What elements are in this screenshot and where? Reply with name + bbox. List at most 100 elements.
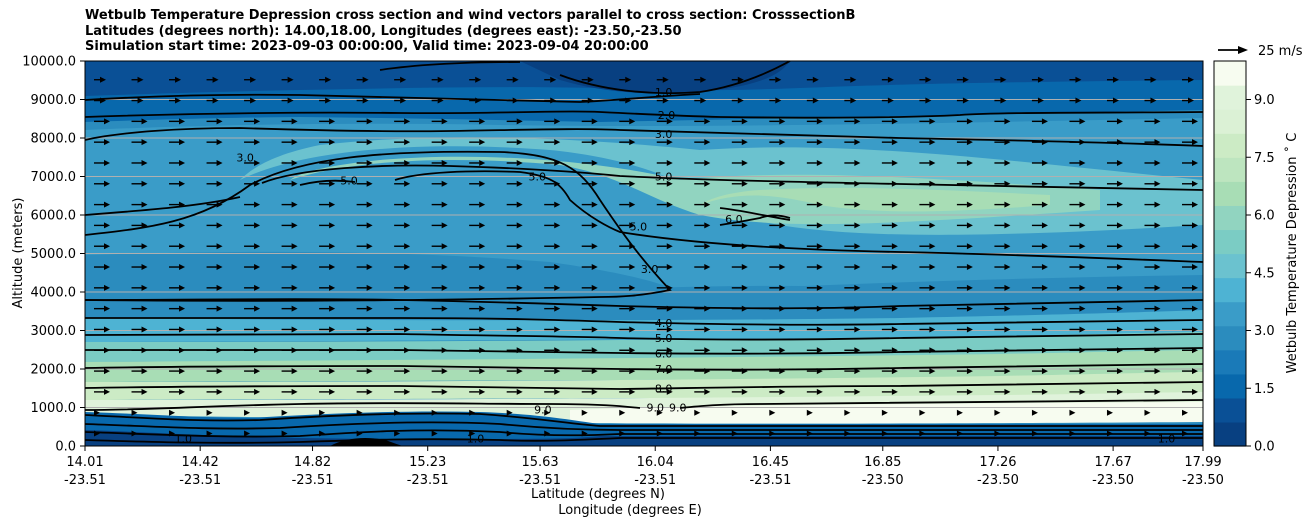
wind-arrow	[1106, 76, 1119, 83]
wind-arrow	[1106, 139, 1123, 146]
x-tick-label-lon: -23.51	[64, 473, 106, 488]
wind-arrow	[1182, 201, 1198, 208]
wind-arrow	[94, 97, 106, 104]
wind-arrow	[94, 284, 110, 291]
wind-arrow	[806, 368, 823, 375]
wind-arrow	[206, 243, 223, 250]
contour-3.0-lower	[85, 150, 672, 302]
x-tick-label-lat: 17.99	[1184, 455, 1221, 470]
x-tick-label-lon: -23.50	[1092, 473, 1134, 488]
contour-label: 5.0	[630, 221, 648, 234]
wind-arrow	[881, 388, 898, 395]
wind-arrow	[656, 284, 673, 291]
wind-arrow	[94, 347, 110, 354]
wind-arrow	[619, 201, 636, 208]
wind-arrow	[544, 180, 561, 187]
wind-arrow	[581, 201, 598, 208]
wind-arrow	[619, 326, 636, 333]
wind-arrow	[244, 284, 261, 291]
wind-arrow	[919, 305, 936, 312]
wind-arrow	[581, 409, 588, 416]
wind-arrow	[94, 76, 106, 83]
wind-arrow	[319, 76, 332, 83]
wind-arrow	[356, 368, 373, 375]
wind-arrow	[1182, 180, 1198, 187]
wind-arrow	[544, 118, 561, 125]
wind-arrow	[581, 139, 598, 146]
wind-arrow	[956, 243, 973, 250]
wind-arrow	[1069, 305, 1086, 312]
wind-arrow	[244, 76, 257, 83]
wind-arrow	[694, 430, 701, 437]
wind-arrow	[469, 284, 486, 291]
wind-arrow	[319, 347, 336, 354]
wind-arrow	[1031, 118, 1048, 125]
wind-arrow	[244, 305, 261, 312]
wind-arrow	[244, 347, 261, 354]
wind-arrow	[431, 430, 438, 437]
wind-arrow	[94, 326, 110, 333]
wind-arrow	[1106, 409, 1113, 416]
colorbar-tick-label: 1.5	[1254, 382, 1275, 397]
wind-arrow	[431, 388, 448, 395]
wind-arrow	[506, 284, 523, 291]
x-tick-label-lat: 15.63	[521, 455, 558, 470]
wind-arrow	[956, 305, 973, 312]
wind-vectors	[94, 76, 1198, 437]
wind-arrow	[694, 222, 711, 229]
wind-arrow	[1069, 243, 1086, 250]
wind-arrow	[1144, 388, 1161, 395]
wind-arrow	[544, 139, 561, 146]
wind-arrow	[994, 201, 1011, 208]
wind-arrow	[131, 284, 148, 291]
wind-arrow	[281, 368, 298, 375]
wind-arrow	[281, 118, 298, 125]
colorbar-frame	[1213, 60, 1247, 447]
wind-arrow	[1106, 243, 1123, 250]
wind-arrow	[769, 222, 786, 229]
x-axis: 14.01 -23.51 14.42 -23.51 14.82 -23.51 15.23 -2…	[64, 446, 1224, 488]
wind-arrow	[956, 347, 973, 354]
wind-arrow	[394, 409, 401, 416]
wind-arrow	[731, 305, 748, 312]
wind-arrow	[356, 201, 373, 208]
wind-arrow	[731, 284, 748, 291]
wind-arrow	[806, 139, 823, 146]
wind-arrow	[1144, 76, 1157, 83]
wind-arrow	[244, 388, 261, 395]
fill-band-lower-blue	[85, 251, 1203, 322]
wind-arrow	[356, 222, 373, 229]
y-tick-label: 10000.0	[22, 55, 76, 70]
wind-arrow	[469, 326, 486, 333]
contour-8.0-low	[85, 381, 1203, 390]
wind-arrow	[169, 180, 186, 187]
wind-arrow	[956, 368, 973, 375]
contour-label: 5.0	[529, 171, 547, 184]
wind-arrow	[956, 430, 963, 437]
wind-arrow	[1144, 284, 1161, 291]
wind-arrow	[431, 180, 448, 187]
wind-arrow	[956, 180, 973, 187]
wind-arrow	[581, 305, 598, 312]
wind-arrow	[694, 347, 711, 354]
contour-label: 7.0	[655, 363, 673, 376]
wind-arrow	[244, 201, 261, 208]
wind-arrow	[94, 139, 110, 146]
wind-arrow	[356, 243, 373, 250]
wind-arrow	[94, 368, 110, 375]
contour-label: 9.0	[669, 402, 687, 415]
wind-arrow	[844, 368, 861, 375]
wind-arrow	[1069, 159, 1086, 166]
wind-arrow	[844, 264, 861, 271]
contour-5.0-low	[85, 333, 1203, 341]
wind-arrow	[131, 97, 144, 104]
contour-label: 1.0	[175, 432, 193, 445]
contour-surface-4	[85, 437, 1203, 444]
wind-arrow	[994, 368, 1011, 375]
wind-arrow	[994, 409, 1001, 416]
wind-arrow	[206, 326, 223, 333]
contour-label: 1.0	[467, 432, 485, 445]
wind-arrow	[731, 222, 748, 229]
wind-arrow	[656, 347, 673, 354]
wind-arrow	[506, 388, 523, 395]
